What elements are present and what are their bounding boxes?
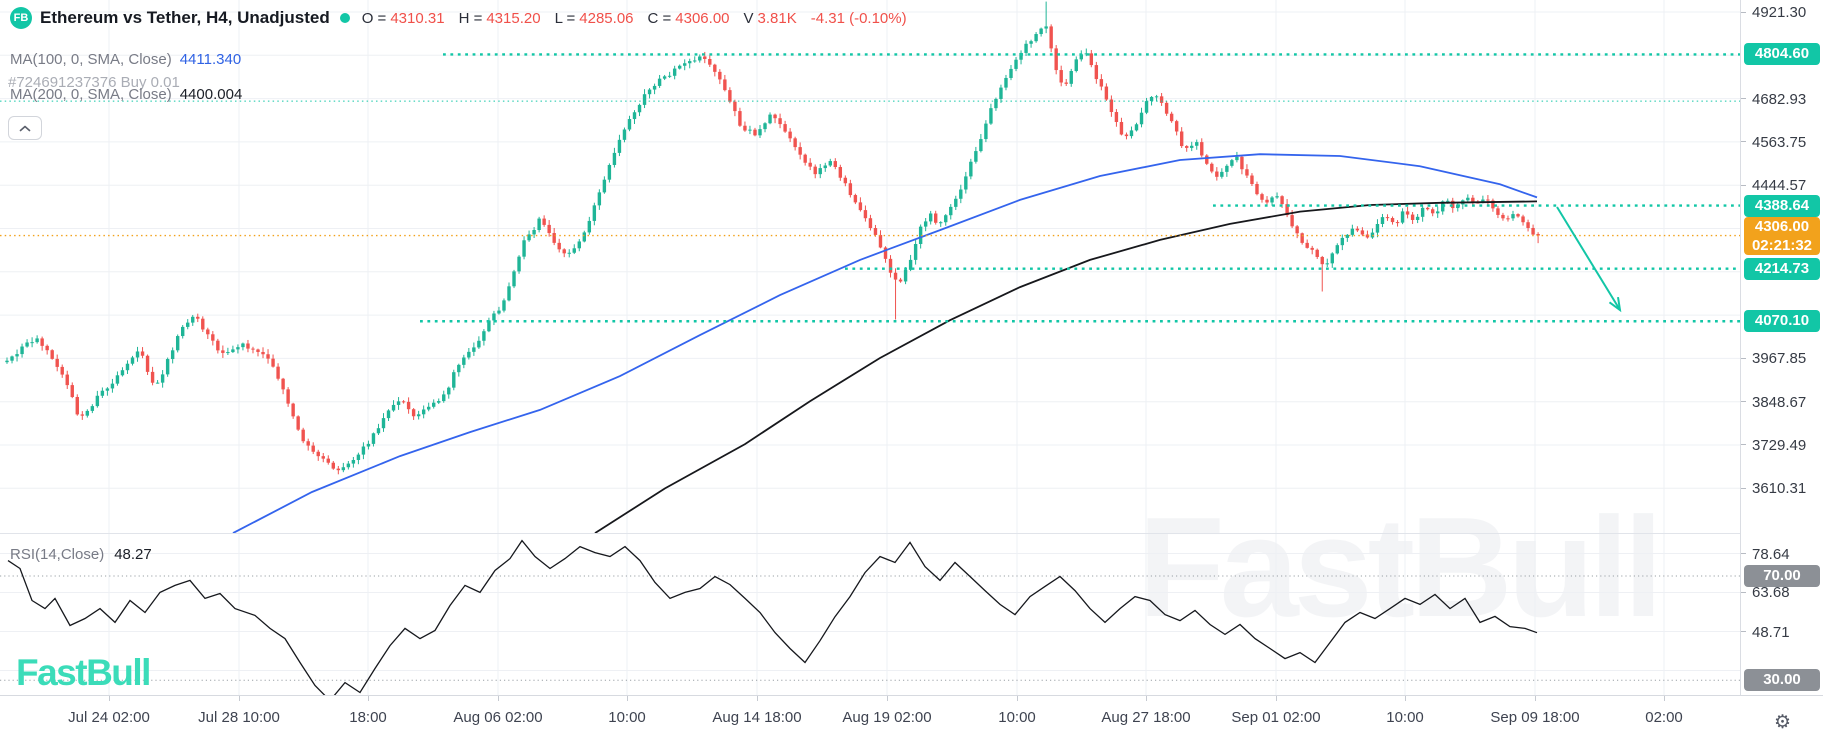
time-label: 18:00	[349, 709, 387, 726]
candle-countdown-text: 02:21:32	[1751, 236, 1813, 254]
rsi-tick-label: 78.64	[1752, 545, 1790, 563]
price-level-badge: 4388.64	[1744, 194, 1820, 217]
time-label: Jul 28 10:00	[198, 709, 280, 726]
high-label: H =	[458, 9, 483, 27]
volume-label: V	[743, 9, 754, 27]
time-tick	[1535, 696, 1536, 701]
price-tick-dash	[1741, 98, 1746, 100]
trend-arrow[interactable]	[1556, 206, 1621, 311]
time-tick	[1276, 696, 1277, 701]
ghost-watermark: FastBull	[1138, 488, 1663, 647]
time-label: Aug 19 02:00	[842, 709, 932, 726]
close-value: 4306.00	[675, 9, 730, 27]
time-tick	[239, 696, 240, 701]
ma200-line[interactable]	[594, 200, 1538, 533]
volume-value: 3.81K	[757, 9, 797, 27]
price-tick-dash	[1741, 401, 1746, 403]
high-value: 4315.20	[486, 9, 541, 27]
price-axis[interactable]: 4921.30 4682.93 4563.75 4444.57 3967.85 3848.…	[1740, 0, 1823, 695]
price-tick-dash	[1741, 141, 1746, 143]
time-tick	[368, 696, 369, 701]
low-label: L =	[554, 9, 576, 27]
time-tick	[109, 696, 110, 701]
time-tick	[627, 696, 628, 701]
open-label: O =	[361, 9, 387, 27]
price-tick-dash	[1741, 184, 1746, 186]
price-level-badge: 4070.10	[1744, 310, 1820, 333]
ma100-line[interactable]	[232, 153, 1538, 533]
market-open-dot-icon	[339, 13, 350, 23]
symbol-header: FB Ethereum vs Tether, H4, Unadjusted O …	[10, 7, 907, 29]
current-price-text: 4306.00	[1754, 217, 1810, 235]
candlesticks	[5, 1, 1540, 475]
ma100-value: 4411.340	[179, 51, 242, 68]
open-value: 4310.31	[390, 9, 445, 27]
order-tag[interactable]: #724691237376 Buy 0.01	[8, 74, 180, 91]
time-tick	[1146, 696, 1147, 701]
price-level-badge: 4214.73	[1744, 257, 1820, 280]
time-axis[interactable]: ⚙ Jul 24 02:00 Jul 28 10:00 18:00 Aug 06 02…	[0, 695, 1823, 748]
time-tick	[1405, 696, 1406, 701]
time-label: 10:00	[608, 709, 646, 726]
time-tick	[887, 696, 888, 701]
time-label: 02:00	[1645, 709, 1683, 726]
price-tick-label: 4444.57	[1752, 177, 1807, 195]
rsi-tick-label: 63.68	[1752, 584, 1790, 602]
close-label: C =	[647, 9, 672, 27]
time-label: 10:00	[1386, 709, 1424, 726]
price-tick-dash	[1741, 444, 1746, 446]
rsi-tick-dash	[1741, 591, 1746, 593]
time-label: Aug 14 18:00	[712, 709, 802, 726]
time-tick	[757, 696, 758, 701]
fastbull-logo-icon: FB	[10, 7, 32, 29]
price-tick-label: 3967.85	[1752, 350, 1807, 368]
chevron-up-icon	[19, 125, 31, 131]
time-label: Aug 27 18:00	[1101, 709, 1191, 726]
price-tick-dash	[1741, 487, 1746, 489]
rsi-value: 48.27	[114, 546, 152, 563]
rsi-legend[interactable]: RSI(14,Close) 48.27	[10, 546, 152, 563]
price-tick-label: 3729.49	[1752, 436, 1807, 454]
price-tick-label: 3610.31	[1752, 480, 1807, 498]
time-tick	[1017, 696, 1018, 701]
gear-icon[interactable]: ⚙	[1774, 712, 1792, 733]
trend-arrowhead	[1608, 297, 1622, 313]
gridlines	[0, 0, 1740, 695]
current-price-badge: 4306.00 02:21:32	[1744, 216, 1820, 255]
symbol-title: Ethereum vs Tether, H4, Unadjusted	[40, 8, 330, 27]
rsi-tick-label: 48.71	[1752, 623, 1790, 641]
rsi-level-badge: 30.00	[1744, 669, 1820, 692]
price-tick-dash	[1741, 11, 1746, 13]
price-tick-label: 4682.93	[1752, 90, 1807, 108]
time-label: 10:00	[998, 709, 1036, 726]
rsi-label: RSI(14,Close)	[10, 546, 105, 563]
collapse-legend-button[interactable]	[8, 116, 42, 140]
ma200-label: MA(200, 0, SMA, Close)	[10, 86, 172, 103]
price-level-badge: 4804.60	[1744, 43, 1820, 66]
fastbull-brand-watermark: FastBull	[16, 652, 151, 693]
ma200-legend[interactable]: MA(200, 0, SMA, Close) 4400.004	[10, 86, 242, 103]
rsi-tick-dash	[1741, 553, 1746, 554]
ma200-value: 4400.004	[179, 86, 243, 103]
low-value: 4285.06	[579, 9, 634, 27]
price-tick-label: 4563.75	[1752, 133, 1807, 151]
time-label: Jul 24 02:00	[68, 709, 150, 726]
time-label: Aug 06 02:00	[453, 709, 543, 726]
time-tick	[498, 696, 499, 701]
time-label: Sep 09 18:00	[1490, 709, 1580, 726]
ohlc-readout: O = 4310.31 H = 4315.20 L = 4285.06 C = 4306…	[362, 10, 907, 27]
change-value: -4.31 (-0.10%)	[810, 9, 907, 27]
ma100-label: MA(100, 0, SMA, Close)	[10, 51, 172, 68]
time-tick	[1664, 696, 1665, 701]
time-label: Sep 01 02:00	[1231, 709, 1321, 726]
price-tick-label: 4921.30	[1752, 4, 1807, 21]
rsi-tick-dash	[1741, 631, 1746, 632]
price-tick-label: 3848.67	[1752, 393, 1807, 411]
rsi-level-badge: 70.00	[1744, 565, 1820, 588]
price-tick-dash	[1741, 357, 1746, 359]
ma100-legend[interactable]: MA(100, 0, SMA, Close) 4411.340	[10, 51, 241, 68]
rsi-line[interactable]	[7, 539, 1538, 701]
